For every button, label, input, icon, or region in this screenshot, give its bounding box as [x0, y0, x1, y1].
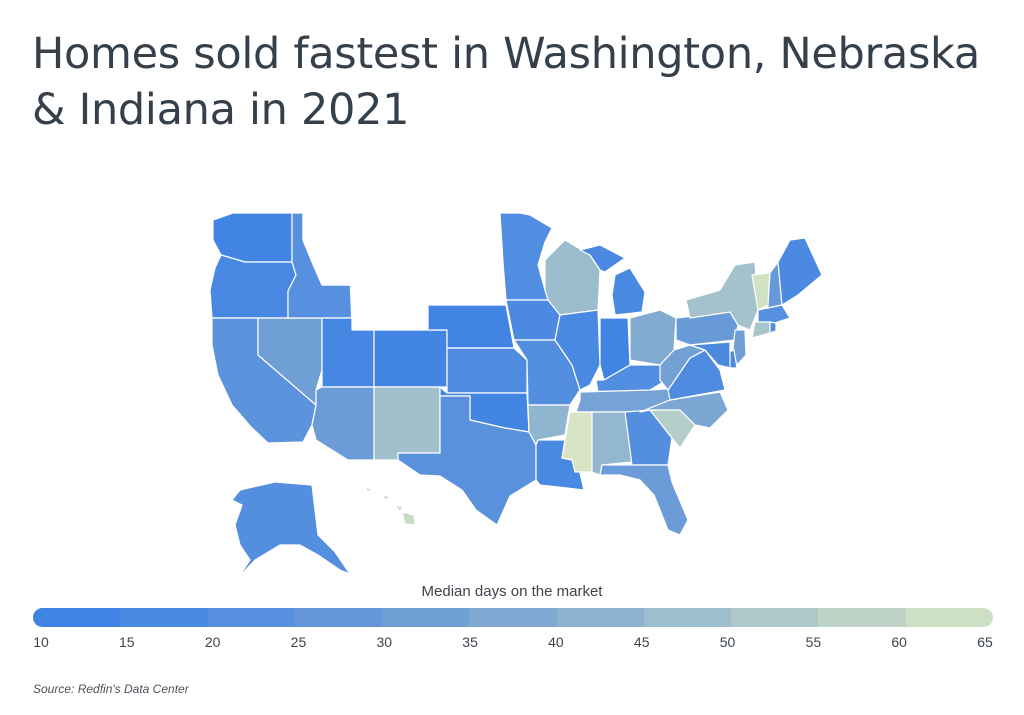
legend-tick-label: 40: [548, 634, 564, 650]
state-MD[interactable]: [689, 341, 731, 369]
legend-segment: [120, 608, 208, 627]
state-IA[interactable]: [505, 299, 561, 341]
us-map-svg: [209, 212, 823, 579]
legend-tick-label: 10: [33, 634, 49, 650]
legend-tick-label: 45: [633, 634, 650, 650]
state-OR[interactable]: [209, 254, 297, 319]
legend-segment: [818, 608, 906, 627]
state-ME[interactable]: [777, 237, 823, 306]
state-FL[interactable]: [599, 464, 689, 536]
state-SD[interactable]: [427, 261, 507, 306]
state-HI[interactable]: [364, 486, 416, 526]
legend-tick-label: 55: [805, 634, 822, 650]
chart-title: Homes sold fastest in Washington, Nebras…: [32, 29, 980, 135]
state-RI[interactable]: [769, 321, 777, 334]
state-MN[interactable]: [499, 212, 553, 301]
state-WV[interactable]: [659, 344, 706, 391]
state-PA[interactable]: [675, 311, 739, 346]
state-AK[interactable]: [231, 481, 351, 579]
state-IL[interactable]: [554, 309, 601, 391]
us-map: [200, 205, 830, 585]
legend-color-scale: [33, 608, 993, 627]
legend-segment: [731, 608, 819, 627]
legend-tick-label: 50: [719, 634, 736, 650]
legend-segment: [643, 608, 732, 627]
state-TX[interactable]: [397, 395, 537, 526]
state-WA[interactable]: [212, 212, 293, 263]
legend-tick-label: 65: [977, 634, 993, 650]
legend-segment: [294, 608, 383, 627]
legend-segment: [33, 608, 121, 627]
state-WY[interactable]: [349, 271, 429, 331]
state-AR[interactable]: [527, 404, 571, 446]
legend-segment: [382, 608, 470, 627]
legend-tick-label: 25: [290, 634, 307, 650]
state-ND[interactable]: [427, 212, 504, 263]
legend-segment: [556, 608, 644, 627]
legend-tick-label: 60: [891, 634, 907, 650]
state-NM[interactable]: [373, 386, 441, 461]
state-NJ[interactable]: [732, 329, 747, 366]
legend-tick-label: 30: [376, 634, 393, 650]
legend-tick-label: 20: [204, 634, 221, 650]
state-NY[interactable]: [685, 261, 759, 331]
state-KS[interactable]: [446, 347, 528, 394]
state-CO[interactable]: [373, 329, 448, 388]
state-AZ[interactable]: [311, 386, 375, 461]
source-note: Source: Redfin's Data Center: [33, 682, 189, 696]
legend-segment: [469, 608, 557, 627]
legend-tick-label: 15: [119, 634, 135, 650]
legend-ticks: 10 15 20 25 30 35 40 45 50 55 60 65: [33, 634, 993, 654]
legend-segment: [207, 608, 295, 627]
legend-title: Median days on the market: [421, 583, 603, 600]
state-MI[interactable]: [579, 244, 646, 316]
legend-segment: [905, 608, 993, 627]
state-CT[interactable]: [751, 321, 771, 339]
legend-tick-label: 35: [462, 634, 478, 650]
